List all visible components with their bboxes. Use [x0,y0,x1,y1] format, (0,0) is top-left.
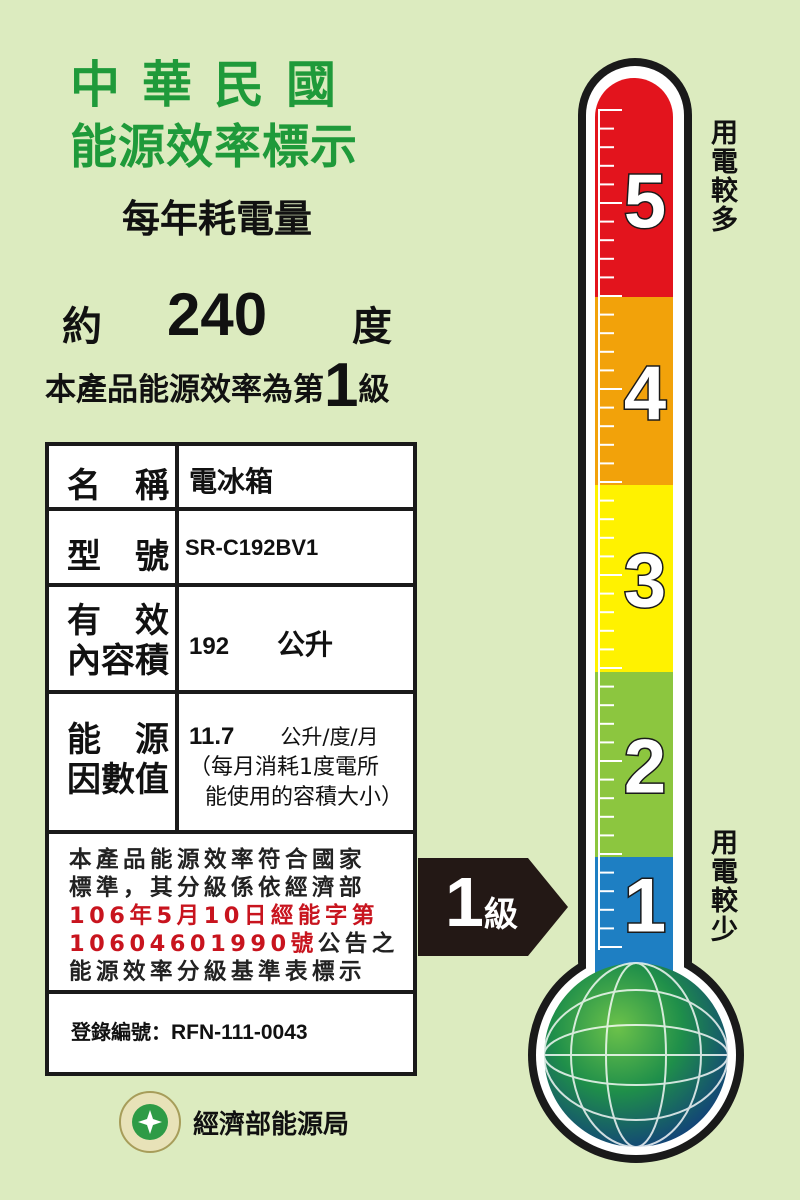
factor-value-cell: 11.7 公升/度/月 （每月消耗1度電所 能使用的容積大小） [183,694,413,830]
spec-table: 名 稱 電冰箱 型 號 SR-C192BV1 有 效內容積 192 公升 能 源因… [45,442,417,1076]
less-consumption-label: 用電較少 [706,828,737,944]
note-line-3: 106年5月10日經能字第 [69,903,379,929]
name-label: 名 稱 [49,446,179,507]
capacity-label-2: 內容積 [67,641,169,681]
model-value: SR-C192BV1 [185,535,319,560]
grade-text: 本產品能源效率為第 [45,372,324,408]
title-country: 中華民國 [70,56,358,114]
capacity-unit: 公升 [277,628,334,661]
factor-value: 11.7 [189,723,235,750]
grade-suffix: 級 [358,372,390,408]
grade-statement: 本產品能源效率為第1級 [45,350,389,421]
name-value: 電冰箱 [189,465,274,498]
bureau-name: 經濟部能源局 [193,1110,350,1140]
scale-band-4 [595,297,673,485]
bureau-of-energy-logo [119,1091,181,1153]
factor-unit: 公升/度/月 [280,725,379,749]
current-grade-number: 1 [445,863,484,941]
annual-consumption-heading: 每年耗電量 [122,197,313,241]
reg-label: 登錄編號： [71,1020,171,1044]
factor-label-2: 因數值 [67,760,169,800]
current-grade-label: 1級 [445,862,518,942]
note-line-4-red: 10604601990號 [69,931,318,957]
title-label: 能源效率標示 [70,120,358,175]
globe-grid [543,962,729,1148]
model-label: 型 號 [49,511,179,583]
scale-band-3 [595,485,673,672]
row-announcement: 本產品能源效率符合國家 標準，其分級係依經濟部 106年5月10日經能字第 10… [49,834,413,994]
consumption-unit: 度 [352,304,392,350]
consumption-prefix: 約 [62,304,102,350]
factor-label: 能 源因數值 [49,694,179,830]
consumption-value: 240 [167,281,268,348]
factor-note-1: （每月消耗1度電所 [189,755,379,780]
scale-number-5: 5 [624,160,666,245]
note-line-1: 本產品能源效率符合國家 [69,847,367,873]
more-consumption-label: 用電較多 [706,118,737,234]
capacity-label-1: 有 效 [67,601,169,641]
note-line-5: 能源效率分級基準表標示 [69,959,367,985]
scale-band-2 [595,672,673,857]
row-model: 型 號 SR-C192BV1 [49,511,413,587]
scale-number-1: 1 [624,864,666,949]
row-registration: 登錄編號：RFN-111-0043 [49,994,413,1076]
row-capacity: 有 效內容積 192 公升 [49,587,413,694]
scale-number-4: 4 [624,351,666,436]
row-name: 名 稱 電冰箱 [49,446,413,511]
capacity-label: 有 效內容積 [49,587,179,690]
capacity-value: 192 [189,633,230,660]
reg-value: RFN-111-0043 [171,1021,308,1044]
current-grade-arrow [418,858,568,956]
capacity-value-cell: 192 公升 [183,587,413,690]
grade-number: 1 [324,351,359,420]
row-energy-factor: 能 源因數值 11.7 公升/度/月 （每月消耗1度電所 能使用的容積大小） [49,694,413,834]
consumption-amount: 約 240 度 [62,280,402,350]
current-grade-suffix: 級 [483,895,518,935]
footer: 經濟部能源局 [118,1090,349,1161]
note-line-2: 標準，其分級係依經濟部 [69,875,367,901]
factor-label-1: 能 源 [67,720,169,760]
note-line-4-rest: 公告之 [317,931,399,957]
scale-band-5 [595,120,673,297]
scale-number-2: 2 [624,725,666,810]
scale-number-3: 3 [624,539,666,624]
factor-note-2: 能使用的容積大小） [205,785,404,810]
